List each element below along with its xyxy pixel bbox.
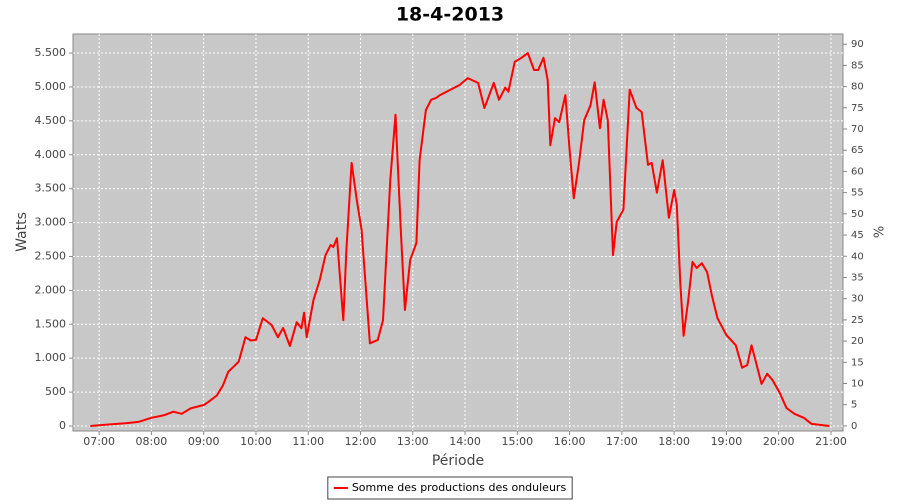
- y2-tick-label: 50: [851, 209, 864, 220]
- y2-tick-label: 90: [851, 39, 864, 50]
- y2-tick-label: 40: [851, 251, 864, 262]
- x-tick-label: 12:00: [345, 435, 377, 448]
- x-tick-label: 16:00: [554, 435, 586, 448]
- x-tick-label: 09:00: [188, 435, 220, 448]
- legend: Somme des productions des onduleurs: [327, 476, 573, 500]
- y-tick-label: 1.000: [35, 351, 67, 364]
- y-tick-label: 4.500: [35, 114, 67, 127]
- y2-tick-label: 30: [851, 294, 864, 305]
- y2-tick-label: 80: [851, 82, 864, 93]
- y2-tick-label: 45: [851, 230, 864, 241]
- y-tick-label: 500: [45, 385, 66, 398]
- y-axis-label: Watts: [14, 212, 30, 252]
- x-tick-label: 07:00: [83, 435, 115, 448]
- y2-tick-label: 20: [851, 336, 864, 347]
- y-tick-label: 1.500: [35, 317, 67, 330]
- y2-tick-label: 35: [851, 272, 864, 283]
- y2-tick-label: 70: [851, 124, 864, 135]
- y2-tick-label: 65: [851, 145, 864, 156]
- chart-title: 18-4-2013: [396, 4, 504, 26]
- y2-tick-label: 55: [851, 188, 864, 199]
- y2-axis-label: %: [873, 226, 888, 238]
- x-tick-label: 13:00: [397, 435, 429, 448]
- x-tick-label: 20:00: [763, 435, 795, 448]
- x-tick-label: 15:00: [501, 435, 533, 448]
- y-tick-label: 0: [59, 419, 66, 432]
- x-tick-label: 19:00: [711, 435, 743, 448]
- y-tick-label: 4.000: [35, 148, 67, 161]
- y-tick-label: 5.000: [35, 80, 67, 93]
- y-tick-label: 3.500: [35, 182, 67, 195]
- x-tick-label: 14:00: [449, 435, 481, 448]
- y2-tick-label: 15: [851, 357, 864, 368]
- x-axis-label: Période: [432, 453, 484, 469]
- y2-tick-label: 10: [851, 378, 864, 389]
- y2-tick-label: 25: [851, 315, 864, 326]
- y2-tick-label: 85: [851, 60, 864, 71]
- y-tick-label: 2.500: [35, 249, 67, 262]
- x-tick-label: 11:00: [292, 435, 324, 448]
- x-tick-label: 10:00: [240, 435, 272, 448]
- y-tick-label: 3.000: [35, 216, 67, 229]
- x-tick-label: 08:00: [136, 435, 168, 448]
- y2-tick-label: 75: [851, 103, 864, 114]
- y2-tick-label: 5: [851, 400, 857, 411]
- y2-tick-label: 60: [851, 166, 864, 177]
- x-tick-label: 21:00: [815, 435, 847, 448]
- series-line: [90, 52, 830, 427]
- y-tick-label: 5.500: [35, 46, 67, 59]
- plot-area: [72, 33, 844, 432]
- y-tick-label: 2.000: [35, 283, 67, 296]
- x-tick-label: 18:00: [658, 435, 690, 448]
- legend-label: Somme des productions des onduleurs: [352, 481, 567, 494]
- x-tick-label: 17:00: [606, 435, 638, 448]
- legend-box: [327, 476, 573, 500]
- y2-tick-label: 0: [851, 421, 857, 432]
